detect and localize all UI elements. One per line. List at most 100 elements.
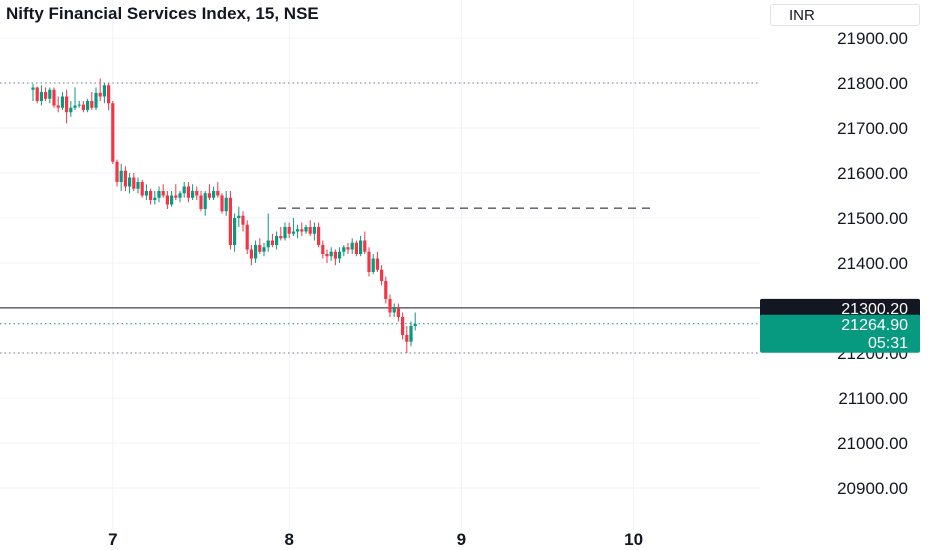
candle	[308, 220, 312, 236]
candle	[136, 177, 140, 194]
horizontal-lines	[0, 82, 760, 354]
candle	[128, 173, 132, 194]
candle	[258, 238, 262, 254]
candle	[245, 220, 249, 254]
time-axis[interactable]: 7 8 9 10	[108, 530, 643, 549]
candle	[333, 249, 337, 266]
candle	[191, 184, 195, 200]
candle-body	[346, 247, 350, 250]
candle	[157, 186, 161, 203]
candle	[73, 87, 77, 110]
candle-body	[186, 186, 190, 198]
candle-body	[249, 249, 253, 259]
candle-body	[308, 227, 312, 234]
candle-body	[119, 170, 123, 182]
candle-body	[182, 186, 186, 194]
candle	[300, 222, 304, 236]
candle-body	[279, 236, 283, 239]
candle-body	[35, 87, 39, 101]
candle	[317, 222, 321, 248]
candle-body	[359, 240, 363, 254]
price-axis[interactable]: 21900.00 21800.00 21700.00 21600.00 21500.00…	[837, 29, 908, 498]
candle-body	[153, 197, 157, 200]
chart-title: Nifty Financial Services Index, 15, NSE	[6, 4, 319, 23]
candle	[338, 247, 342, 263]
candle	[279, 227, 283, 241]
candle-body	[136, 182, 140, 189]
candle-body	[102, 85, 106, 97]
candle-body	[228, 197, 232, 245]
candle-body	[329, 251, 333, 257]
candle-body	[396, 308, 400, 317]
candle-body	[237, 215, 241, 218]
candle	[174, 184, 178, 200]
candle-body	[367, 251, 371, 272]
candle-body	[275, 236, 279, 245]
candle	[48, 87, 52, 104]
candle	[216, 182, 220, 198]
candle-body	[73, 105, 77, 108]
candle-body	[233, 218, 237, 245]
candle	[161, 184, 165, 198]
y-tick-label: 21900.00	[837, 29, 908, 48]
candle-body	[384, 281, 388, 299]
candle	[249, 245, 253, 266]
candle	[396, 303, 400, 322]
candle	[111, 101, 115, 164]
x-tick-label: 8	[284, 530, 293, 549]
y-tick-label: 20900.00	[837, 479, 908, 498]
candle	[228, 191, 232, 250]
y-tick-label: 21000.00	[837, 434, 908, 453]
candle	[363, 231, 367, 254]
candle-body	[149, 191, 153, 200]
candle	[182, 182, 186, 198]
candle	[195, 186, 199, 200]
candle	[342, 245, 346, 257]
candle	[346, 242, 350, 254]
candle-body	[123, 170, 127, 187]
x-tick-label: 10	[624, 530, 643, 549]
candle	[212, 186, 216, 200]
candle-body	[375, 258, 379, 270]
candle	[388, 294, 392, 317]
candle-body	[380, 269, 384, 281]
candle	[115, 159, 119, 187]
candle-body	[140, 182, 144, 196]
candle	[56, 96, 60, 113]
candle	[296, 224, 300, 239]
candle	[60, 92, 64, 110]
candle	[304, 224, 308, 234]
candle-body	[333, 251, 337, 259]
candle-body	[325, 254, 329, 257]
price-tag-label: 21264.90	[841, 317, 908, 334]
candle	[65, 89, 69, 124]
candle	[119, 164, 123, 191]
candle-body	[65, 96, 69, 113]
candle	[165, 191, 169, 209]
candle	[392, 303, 396, 317]
currency-button[interactable]: INR	[770, 4, 920, 26]
candle	[107, 83, 111, 110]
candle-body	[69, 107, 73, 113]
candle	[409, 321, 413, 347]
candle-body	[132, 177, 136, 189]
candle-body	[161, 191, 165, 196]
candle-body	[224, 197, 228, 212]
candle	[102, 83, 106, 104]
candle-body	[170, 195, 174, 205]
candle	[52, 87, 56, 108]
candle	[81, 101, 85, 113]
candle	[149, 188, 153, 205]
candle-body	[220, 195, 224, 212]
y-tick-label: 21600.00	[837, 164, 908, 183]
y-tick-label: 21100.00	[838, 389, 908, 408]
candle	[132, 173, 136, 191]
candle-body	[195, 191, 199, 196]
candle	[287, 222, 291, 239]
candle	[224, 191, 228, 216]
candle-body	[81, 104, 85, 110]
chart-grid	[0, 0, 760, 530]
candle-body	[115, 161, 119, 182]
candle	[266, 213, 270, 252]
